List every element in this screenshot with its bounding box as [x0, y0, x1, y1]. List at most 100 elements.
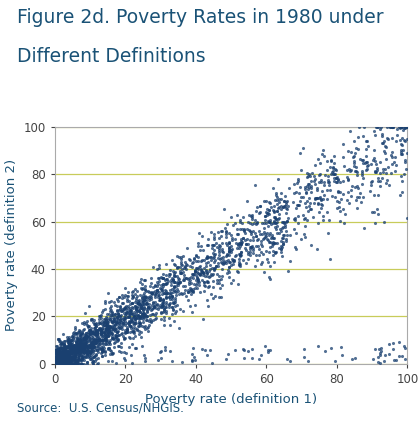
Point	[253, 203, 260, 210]
Point	[271, 214, 278, 221]
Point	[105, 325, 112, 332]
Point	[68, 357, 75, 363]
Point	[80, 345, 87, 352]
Point	[68, 355, 75, 362]
Point	[56, 356, 63, 363]
Point	[277, 243, 284, 250]
Point	[84, 343, 91, 349]
Point	[52, 360, 59, 367]
Point	[266, 211, 273, 217]
Point	[106, 327, 113, 334]
Point	[383, 177, 390, 184]
Point	[285, 203, 291, 209]
Point	[87, 344, 94, 351]
Point	[181, 287, 188, 294]
Point	[210, 284, 217, 291]
Point	[56, 360, 63, 367]
Point	[273, 190, 280, 196]
Point	[55, 345, 61, 352]
Point	[213, 277, 220, 283]
Point	[241, 244, 248, 251]
Point	[52, 360, 58, 367]
Point	[76, 328, 83, 335]
Point	[270, 238, 276, 245]
Point	[57, 360, 64, 367]
Point	[66, 354, 73, 360]
Point	[359, 181, 365, 187]
Point	[84, 352, 90, 359]
Point	[66, 354, 72, 361]
Point	[122, 327, 129, 333]
Point	[373, 124, 380, 130]
Point	[57, 360, 63, 367]
Point	[111, 324, 118, 331]
Point	[99, 321, 105, 327]
Point	[386, 350, 393, 357]
Point	[125, 319, 131, 326]
Point	[133, 309, 139, 316]
Point	[295, 201, 302, 208]
Point	[274, 219, 281, 225]
Point	[202, 283, 208, 290]
Point	[330, 178, 337, 185]
Point	[116, 320, 123, 327]
Point	[74, 349, 80, 356]
Point	[88, 344, 94, 351]
Point	[129, 293, 136, 300]
Point	[56, 352, 63, 359]
Point	[78, 348, 85, 355]
Point	[91, 344, 97, 351]
Point	[275, 215, 282, 222]
Point	[146, 322, 152, 329]
Point	[276, 196, 283, 203]
Point	[122, 318, 129, 324]
Point	[326, 179, 333, 185]
Point	[322, 348, 328, 354]
Point	[200, 257, 207, 264]
Point	[85, 351, 92, 357]
Point	[58, 359, 64, 365]
Point	[105, 330, 111, 336]
Point	[173, 308, 180, 314]
Point	[142, 358, 148, 365]
Point	[129, 315, 136, 321]
Point	[55, 351, 62, 357]
Point	[92, 345, 99, 352]
Point	[104, 323, 111, 330]
Point	[108, 319, 115, 326]
Point	[200, 279, 207, 286]
Point	[93, 329, 100, 336]
Point	[102, 347, 109, 354]
Point	[276, 210, 282, 217]
Point	[170, 277, 177, 283]
Point	[97, 336, 104, 343]
Point	[56, 360, 63, 367]
Point	[68, 348, 75, 354]
Point	[199, 268, 205, 275]
Point	[158, 285, 165, 292]
Point	[177, 279, 184, 286]
Point	[70, 341, 77, 348]
Point	[314, 195, 320, 202]
Point	[241, 226, 247, 233]
Point	[76, 341, 82, 348]
Point	[110, 316, 117, 322]
Point	[205, 283, 211, 290]
Point	[55, 360, 61, 367]
Point	[175, 277, 181, 284]
Point	[132, 305, 139, 312]
Point	[191, 255, 197, 262]
Point	[61, 358, 68, 365]
Point	[71, 343, 78, 350]
Point	[185, 276, 192, 283]
Point	[248, 354, 255, 361]
Point	[278, 234, 285, 241]
Point	[122, 357, 129, 363]
Point	[219, 261, 226, 268]
Point	[118, 305, 125, 312]
Point	[223, 228, 229, 235]
Point	[82, 354, 89, 361]
Point	[168, 279, 174, 286]
Point	[90, 358, 97, 365]
Point	[136, 321, 143, 328]
